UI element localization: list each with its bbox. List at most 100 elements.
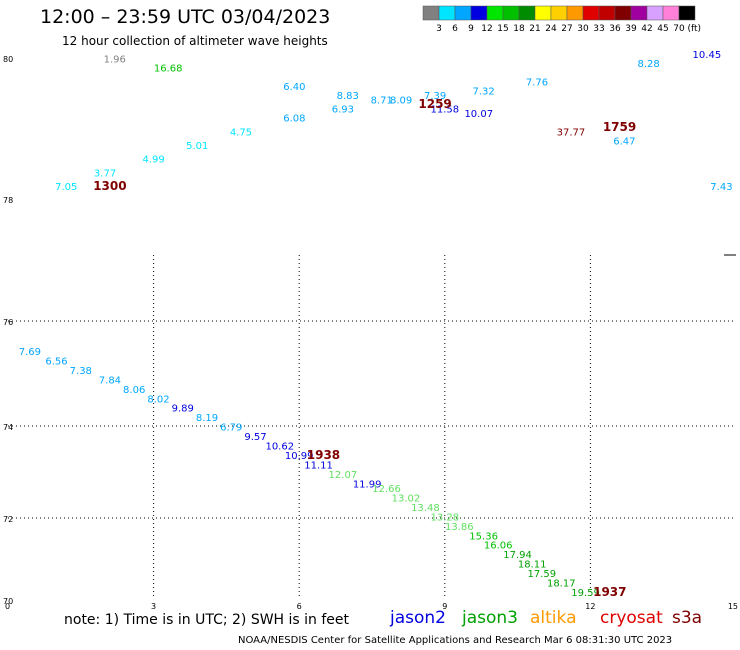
track-a-wave-height-label: 8.71 [371,96,393,107]
y-tick-label: 72 [3,515,13,524]
color-scale-swatch [614,5,632,21]
color-scale-swatch [566,5,584,21]
y-tick-label: 70 [3,597,13,606]
y-tick-label: 78 [3,196,13,205]
legend-jason2: jason2 [390,608,446,628]
x-tick-label: 0 [5,602,10,611]
track-b-wave-height-label: 13.86 [445,522,474,533]
color-scale-label: 33 [593,24,604,34]
track-b-time-tag: 1937 [593,585,626,599]
x-tick-label: 9 [442,602,447,611]
track-b-wave-height-label: 7.69 [19,347,41,358]
color-scale-label: 12 [481,24,492,34]
grid-lines [8,254,736,598]
footer-note: note: 1) Time is in UTC; 2) SWH is in fe… [64,612,350,628]
color-scale-label: 6 [452,24,458,34]
track-b-wave-height-label: 17.59 [528,569,557,580]
color-scale-swatch [486,5,504,21]
track-a-time-tag: 1259 [418,97,451,111]
track-b-wave-height-label: 6.56 [45,356,67,367]
legend-jason3: jason3 [462,608,518,628]
x-tick-label: 3 [151,602,156,611]
color-scale-label: 9 [468,24,474,34]
track-a-wave-height-label: 8.09 [390,96,412,107]
track-b-wave-height-label: 8.19 [196,413,218,424]
track-a-wave-height-label: 16.68 [154,64,183,75]
color-scale-unit: (ft) [687,24,701,34]
track-b-wave-height-label: 13.48 [411,503,440,514]
color-scale-swatch [422,5,440,21]
track-b-wave-height-label: 13.02 [392,493,421,504]
track-a-wave-height-label: 5.01 [186,141,208,152]
color-scale-label: 42 [641,24,652,34]
track-a-wave-height-label: 7.05 [55,182,77,193]
track-a-wave-height-label: 6.47 [613,136,635,147]
track-a-wave-height-label: 8.28 [638,59,660,70]
color-scale-label: 24 [545,24,557,34]
x-tick-label: 6 [297,602,302,611]
color-scale-label: 21 [529,24,540,34]
track-b-wave-height-label: 11.11 [304,460,333,471]
color-scale-swatch [454,5,472,21]
track-b-wave-height-label: 6.79 [220,423,242,434]
color-scale-label: 18 [513,24,525,34]
color-scale-swatch [646,5,664,21]
color-scale-label: 45 [657,24,668,34]
track-a-wave-height-label: 10.07 [464,109,493,120]
track-b-wave-height-label: 9.89 [172,404,194,415]
track-a-wave-height-label: 7.39 [424,91,446,102]
chart-title: 12:00 – 23:59 UTC 03/04/2023 [40,6,331,28]
track-b-wave-height-label: 13.28 [430,512,459,523]
track-a-time-tag: 1300 [93,179,126,193]
color-scale-label: 36 [609,24,621,34]
track-b-wave-height-label: 17.94 [503,550,532,561]
color-scale-bar: 3 6 9 12 15 18 21 24 27 30 33 36 39 42 45 70 (ft) [422,5,701,34]
track-b-wave-height-label: 7.38 [70,366,92,377]
color-scale-swatch [550,5,568,21]
color-scale-swatch [502,5,520,21]
track-b-wave-height-label: 7.84 [99,375,121,386]
track-b-wave-height-label: 16.06 [484,541,513,552]
y-tick-label: 74 [3,423,13,432]
color-scale-label: 70 [673,24,685,34]
color-scale-swatch [582,5,600,21]
track-b-time-tag: 1938 [307,448,340,462]
y-tick-label: 76 [3,318,13,327]
color-scale-swatch [598,5,616,21]
color-scale-swatch [518,5,536,21]
track-a-wave-height-label: 3.77 [94,168,116,179]
track-a-wave-height-label: 1.96 [104,55,126,66]
footer-credit: NOAA/NESDIS Center for Satellite Applica… [238,635,673,646]
track-b-wave-height-label: 19.59 [571,588,600,599]
track-a-wave-height-label: 11.58 [430,105,459,116]
color-scale-label: 30 [577,24,589,34]
track-a-wave-height-label: 4.75 [230,127,252,138]
color-scale-swatch [678,5,696,21]
color-scale-label: 39 [625,24,637,34]
track-a-wave-height-label: 10.45 [693,50,722,61]
track-b-wave-height-label: 9.57 [244,432,266,443]
track-b-wave-height-label: 18.17 [547,579,576,590]
color-scale-label: 15 [497,24,508,34]
data-labels: 7.05 3.77 4.99 5.01 4.75 6.08 6.40 6.93 8.83 8.71… [19,50,733,599]
track-b-wave-height-label: 10.99 [285,451,314,462]
track-a-wave-height-label: 7.43 [710,182,732,193]
track-a-time-tag: 1759 [603,120,636,134]
track-a-wave-height-label: 8.83 [337,91,359,102]
color-scale-swatch [470,5,488,21]
legend-altika: altika [530,608,577,628]
track-b-wave-height-label: 8.02 [147,394,169,405]
track-a-wave-height-label: 6.08 [283,114,305,125]
color-scale-label: 27 [561,24,572,34]
x-tick-label: 12 [585,602,595,611]
track-a-wave-height-label: 7.32 [472,86,494,97]
chart-subtitle: 12 hour collection of altimeter wave hei… [62,34,328,48]
legend-cryosat: cryosat [600,608,663,628]
x-tick-label: 15 [728,602,738,611]
color-scale-swatch [534,5,552,21]
track-b-wave-height-label: 10.62 [265,442,294,453]
track-b-wave-height-label: 12.66 [372,484,401,495]
track-b-wave-height-label: 18.11 [518,560,547,571]
